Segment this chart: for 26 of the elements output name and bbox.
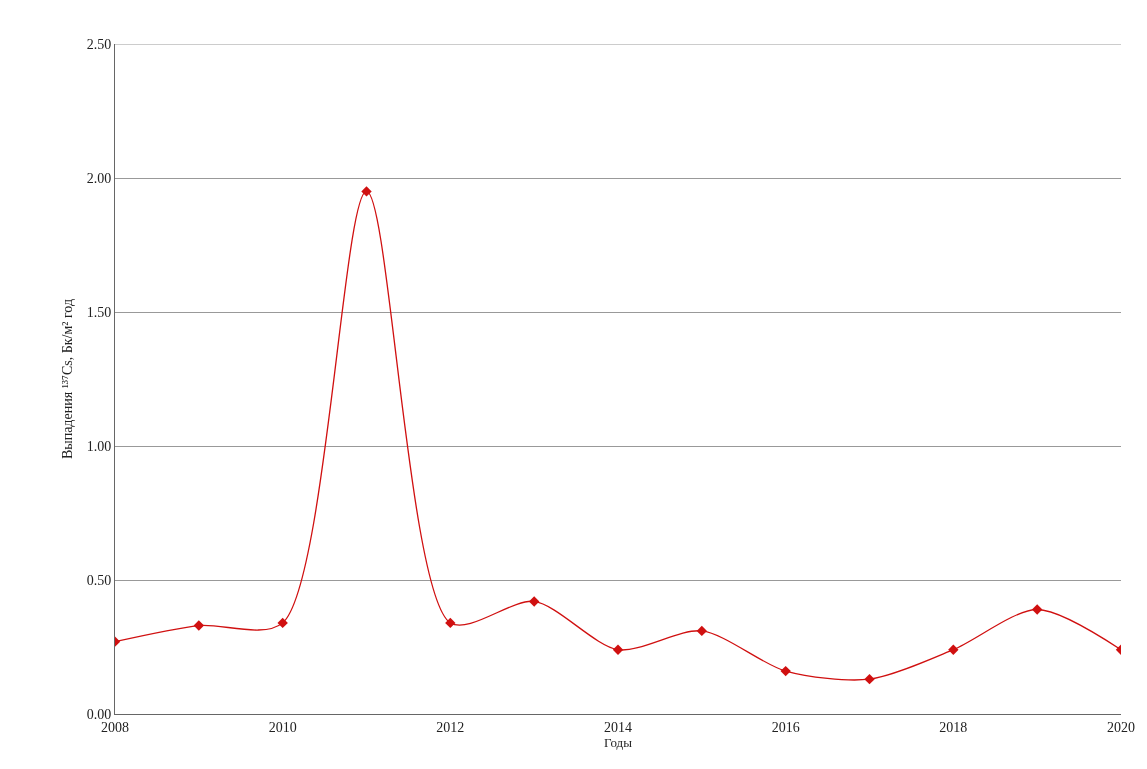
point bbox=[528, 596, 540, 607]
y-axis-title: Выпадения ¹³⁷Cs, Бк/м² год bbox=[60, 298, 76, 460]
x-axis-title: Годы bbox=[604, 735, 633, 751]
y-tick-label: 2.50 bbox=[86, 36, 112, 52]
point bbox=[1031, 604, 1043, 615]
point bbox=[780, 665, 791, 677]
point bbox=[948, 644, 959, 655]
point bbox=[445, 617, 456, 629]
x-tick-label: 2020 bbox=[1107, 719, 1135, 735]
x-tick-label: 2010 bbox=[268, 719, 297, 735]
point bbox=[864, 673, 875, 685]
x-tick-label: 2008 bbox=[101, 719, 129, 735]
y-tick-label: 1.50 bbox=[86, 304, 112, 320]
y-tick-label: 1.00 bbox=[86, 438, 112, 454]
y-tick-label: 0.00 bbox=[86, 706, 112, 722]
point bbox=[612, 644, 624, 655]
x-tick-label: 2014 bbox=[604, 719, 632, 735]
x-tick-label: 2012 bbox=[436, 719, 465, 735]
x-tick-label: 2018 bbox=[939, 719, 968, 735]
point bbox=[361, 186, 372, 197]
point bbox=[277, 617, 288, 629]
x-tick-label: 2016 bbox=[771, 719, 800, 735]
y-tick-label: 0.50 bbox=[86, 572, 112, 588]
point bbox=[193, 620, 205, 631]
y-tick-label: 2.00 bbox=[86, 170, 112, 186]
point bbox=[696, 625, 708, 637]
